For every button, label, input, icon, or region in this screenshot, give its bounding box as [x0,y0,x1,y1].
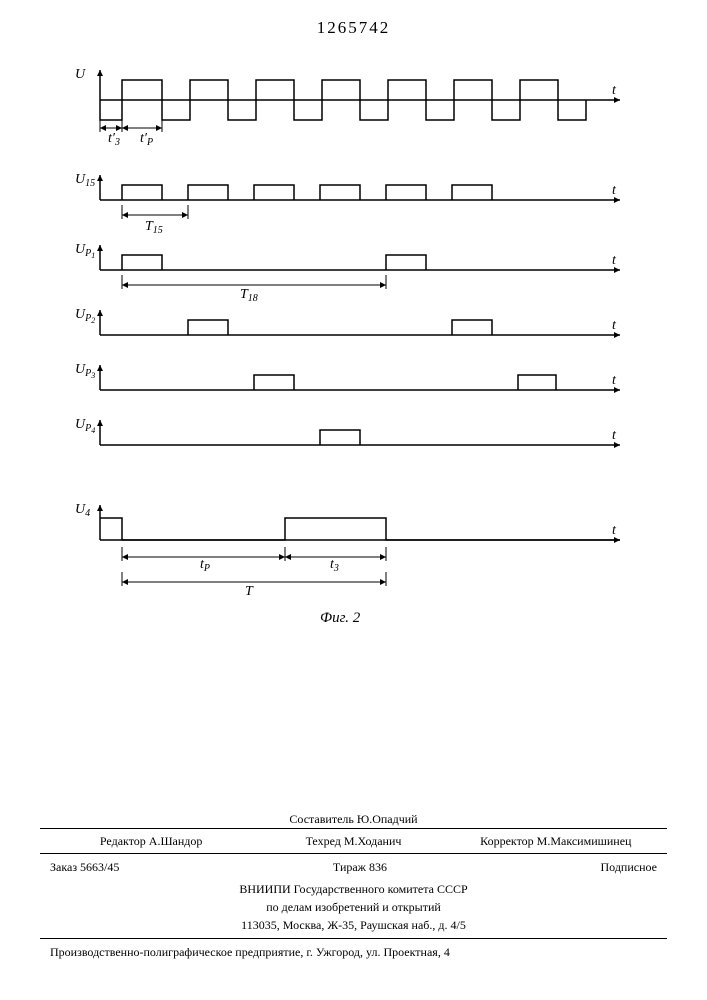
svg-text:t: t [612,428,617,443]
svg-text:t: t [612,83,617,98]
svg-text:t: t [612,523,617,538]
org2: по делам изобретений и открытий [40,898,667,916]
bottom-line: Производственно-полиграфическое предприя… [40,938,667,961]
svg-text:t: t [612,183,617,198]
svg-text:U15: U15 [75,172,95,189]
composer-line: Составитель Ю.Опадчий [40,810,667,828]
svg-text:t: t [612,373,617,388]
svg-text:UP4: UP4 [75,417,95,435]
org1: ВНИИПИ Государственного комитета СССР [40,880,667,898]
tirage: Тираж 836 [333,858,387,876]
svg-text:T18: T18 [240,287,258,304]
svg-text:t: t [612,318,617,333]
svg-text:T: T [245,584,254,599]
credits-line: Редактор А.Шандор Техред М.Ходанич Корре… [40,828,667,850]
page-number: 1265742 [317,18,391,38]
svg-text:t: t [612,253,617,268]
subscription: Подписное [601,858,658,876]
timing-diagram: Ut t′3 t′P U15 t T15 UP1 t T18 UP2 t UP3 t UP4 t U4 t tP t… [60,50,640,660]
order: Заказ 5663/45 [50,858,119,876]
footer-block: Составитель Ю.Опадчий Редактор А.Шандор … [40,810,667,961]
figure-label: Фиг. 2 [320,610,360,627]
order-line: Заказ 5663/45 Тираж 836 Подписное [40,853,667,880]
corrector: Корректор М.Максимишинец [455,832,657,850]
svg-text:U4: U4 [75,502,90,519]
svg-text:UP3: UP3 [75,362,95,380]
svg-text:tP: tP [200,557,210,574]
editor: Редактор А.Шандор [50,832,252,850]
svg-text:t′3: t′3 [108,131,120,148]
svg-text:t′P: t′P [140,131,153,148]
address1: 113035, Москва, Ж-35, Раушская наб., д. … [40,916,667,934]
svg-text:t3: t3 [330,557,339,574]
svg-text:UP1: UP1 [75,242,95,260]
svg-text:U: U [75,67,86,82]
svg-text:T15: T15 [145,219,163,236]
diagram-svg: Ut t′3 t′P U15 t T15 UP1 t T18 UP2 t UP3 t UP4 t U4 t tP t… [60,50,640,610]
svg-text:UP2: UP2 [75,307,95,325]
techred: Техред М.Ходанич [252,832,454,850]
